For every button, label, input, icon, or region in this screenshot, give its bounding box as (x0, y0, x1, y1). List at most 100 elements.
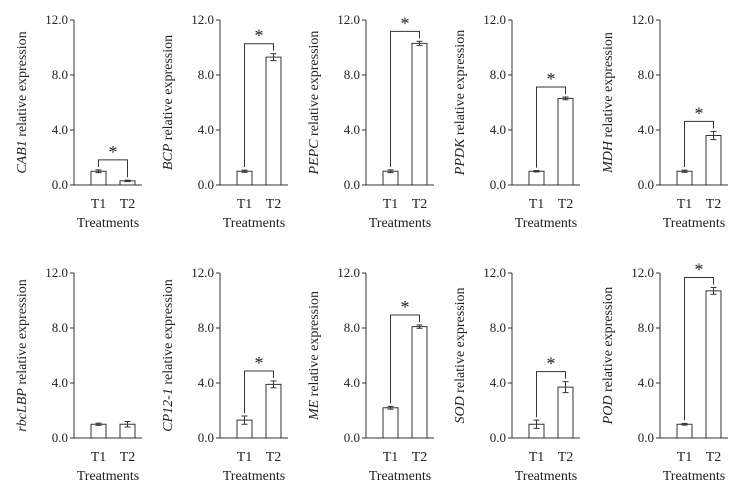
chart-1-category-label: T2 (266, 197, 282, 212)
chart-9-y-tick-label: 12.0 (631, 265, 654, 280)
chart-9-y-axis-title: POD relative expression (601, 287, 616, 426)
chart-9-y-axis-title-text: relative expression (601, 287, 616, 396)
chart-7-bar-t2 (411, 326, 428, 439)
chart-1-significance-bracket (244, 43, 274, 168)
chart-0-y-tick-label: 4.0 (52, 122, 68, 137)
chart-6-significance-star: * (255, 353, 264, 373)
chart-5-y-tick-label: 4.0 (52, 375, 68, 390)
chart-1-y-tick-label: 12.0 (191, 12, 214, 27)
chart-9-category-label: T2 (706, 450, 722, 465)
chart-0-x-axis-title: Treatments (77, 216, 139, 231)
chart-0-y-tick-label: 0.0 (52, 177, 68, 192)
chart-6-category-label: T2 (266, 450, 282, 465)
chart-0-gene-name: CAB1 (15, 140, 30, 173)
chart-2-x-axis-title: Treatments (369, 216, 431, 231)
chart-6: 0.0 4.0 8.0 12.0 T1 T2 Treatments CP12-1 relati… (161, 265, 288, 484)
chart-6-gene-name: CP12-1 (161, 388, 176, 432)
chart-7-category-label: T2 (412, 450, 428, 465)
chart-7-y-tick-label: 8.0 (344, 320, 360, 335)
chart-3-y-tick-label: 4.0 (490, 122, 506, 137)
chart-0-y-tick-label: 12.0 (45, 12, 68, 27)
chart-9-bar-t1 (676, 423, 693, 439)
chart-3-significance-bracket (536, 86, 566, 168)
chart-7-y-tick-label: 0.0 (344, 430, 360, 445)
chart-6-y-tick-label: 12.0 (191, 265, 214, 280)
chart-3-y-axis-title-text: relative expression (453, 30, 468, 139)
chart-4-bar-t1 (676, 170, 693, 186)
chart-3-bar-t2 (557, 97, 574, 186)
chart-8-y-tick-label: 12.0 (483, 265, 506, 280)
chart-8-y-tick-label: 4.0 (490, 375, 506, 390)
chart-5-bar-t1 (90, 423, 107, 439)
chart-1-y-axis-title: BCP relative expression (161, 35, 176, 170)
chart-8-y-tick-label: 8.0 (490, 320, 506, 335)
chart-9-bar-t2 (705, 290, 722, 439)
chart-8-category-label: T1 (529, 450, 545, 465)
chart-1-y-tick-label: 0.0 (198, 177, 214, 192)
chart-2: 0.0 4.0 8.0 12.0 T1 T2 Treatments PEPC relative… (307, 12, 434, 231)
chart-7-significance-bracket (390, 314, 420, 404)
chart-7: 0.0 4.0 8.0 12.0 T1 T2 Treatments ME relative e… (307, 265, 434, 484)
chart-8-y-axis-title-text: relative expression (453, 287, 468, 396)
chart-5-y-axis-title: rbcLBP relative expression (15, 279, 30, 431)
chart-2-significance-bracket (390, 30, 420, 167)
chart-4-category-label: T1 (677, 197, 693, 212)
chart-1-significance-star: * (255, 26, 264, 46)
chart-6-y-tick-label: 4.0 (198, 375, 214, 390)
chart-4-y-axis-title-text: relative expression (601, 32, 616, 141)
chart-4-y-tick-label: 4.0 (638, 122, 654, 137)
chart-1: 0.0 4.0 8.0 12.0 T1 T2 Treatments BCP relative … (161, 12, 288, 231)
chart-2-y-tick-label: 12.0 (337, 12, 360, 27)
chart-9-x-axis-title: Treatments (663, 469, 725, 484)
chart-1-y-tick-label: 4.0 (198, 122, 214, 137)
chart-9-category-label: T1 (677, 450, 693, 465)
chart-4-category-label: T2 (706, 197, 722, 212)
chart-8-significance-star: * (547, 354, 556, 374)
chart-1-y-axis-title-text: relative expression (161, 35, 176, 144)
chart-5-y-tick-label: 8.0 (52, 320, 68, 335)
chart-2-y-axis-title: PEPC relative expression (307, 31, 322, 176)
chart-9: 0.0 4.0 8.0 12.0 T1 T2 Treatments POD relative … (601, 259, 728, 484)
chart-5-category-label: T2 (120, 450, 136, 465)
chart-1-gene-name: BCP (161, 143, 176, 170)
chart-2-bar-t1 (382, 170, 399, 186)
chart-9-y-tick-label: 8.0 (638, 320, 654, 335)
chart-4-gene-name: MDH (601, 140, 616, 174)
chart-4-y-axis-title: MDH relative expression (601, 32, 616, 174)
chart-4-significance-bracket (684, 120, 714, 168)
chart-2-bar-t2 (411, 42, 428, 186)
chart-6-significance-bracket (244, 370, 274, 413)
chart-9-significance-bracket (684, 276, 714, 421)
chart-2-category-label: T2 (412, 197, 428, 212)
chart-3: 0.0 4.0 8.0 12.0 T1 T2 Treatments PPDK relative… (453, 12, 580, 231)
chart-6-y-axis-title-text: relative expression (161, 279, 176, 388)
chart-9-y-tick-label: 0.0 (638, 430, 654, 445)
chart-6-y-tick-label: 0.0 (198, 430, 214, 445)
chart-7-significance-star: * (401, 297, 410, 317)
chart-5: 0.0 4.0 8.0 12.0 T1 T2 Treatments rbcLBP relati… (15, 265, 142, 484)
chart-3-significance-star: * (547, 69, 556, 89)
chart-8-y-axis-title: SOD relative expression (453, 287, 468, 423)
chart-2-y-tick-label: 0.0 (344, 177, 360, 192)
chart-0-y-axis-title: CAB1 relative expression (15, 31, 30, 173)
chart-1-bar-t1 (236, 170, 253, 186)
chart-2-y-axis-title-text: relative expression (307, 31, 322, 140)
chart-8-significance-bracket (536, 371, 566, 418)
chart-0-significance-bracket (98, 159, 128, 178)
chart-3-y-tick-label: 8.0 (490, 67, 506, 82)
chart-6-category-label: T1 (237, 450, 253, 465)
chart-3-bar-t1 (528, 170, 545, 186)
chart-7-x-axis-title: Treatments (369, 469, 431, 484)
chart-4-y-tick-label: 0.0 (638, 177, 654, 192)
chart-6-y-axis-title: CP12-1 relative expression (161, 279, 176, 431)
chart-4-y-tick-label: 8.0 (638, 67, 654, 82)
chart-7-y-tick-label: 4.0 (344, 375, 360, 390)
chart-0-category-label: T2 (120, 197, 136, 212)
chart-5-category-label: T1 (91, 450, 107, 465)
chart-9-y-tick-label: 4.0 (638, 375, 654, 390)
chart-4-bar-t2 (705, 135, 722, 186)
chart-4-y-tick-label: 12.0 (631, 12, 654, 27)
chart-3-y-axis-title: PPDK relative expression (453, 30, 468, 176)
chart-1-category-label: T1 (237, 197, 253, 212)
chart-7-category-label: T1 (383, 450, 399, 465)
